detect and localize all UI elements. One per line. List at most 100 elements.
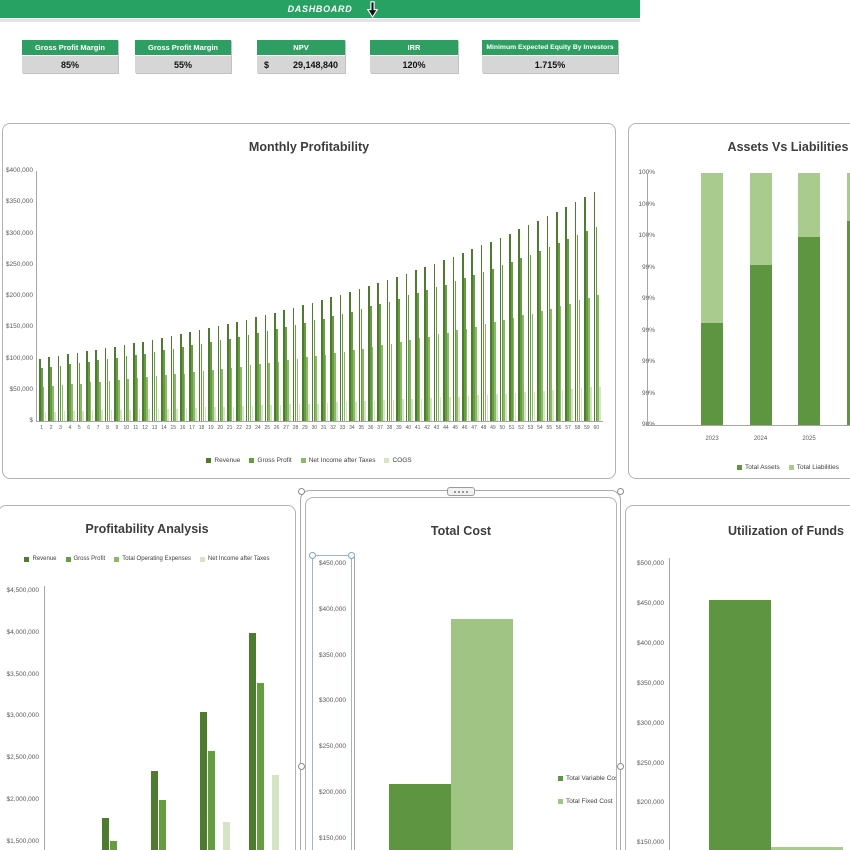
legend-swatch <box>199 556 205 562</box>
legend-label: Net Income after Taxes <box>308 457 376 464</box>
selection-grip[interactable] <box>447 487 475 496</box>
bar-gross-profit <box>388 301 391 421</box>
y-axis-tick-label: 99% <box>641 389 655 397</box>
bar-net-income-after-taxes <box>400 341 402 421</box>
y-axis-tick-label: 99% <box>641 326 655 334</box>
bar-cogs <box>148 409 150 421</box>
bar-net-income-after-taxes <box>541 311 543 421</box>
legend-swatch <box>206 458 212 463</box>
bar-net-income-after-taxes <box>306 357 308 421</box>
selection-handle[interactable] <box>617 763 624 770</box>
chart-title: Utilization of Funds <box>728 524 844 538</box>
y-axis-tick-label: $400,000 <box>636 639 664 647</box>
bar-revenue <box>546 216 549 421</box>
bar-net-income-after-taxes <box>212 369 214 421</box>
legend-item: Net Income after Taxes <box>300 457 376 464</box>
y-axis-tick-label: $250,000 <box>636 759 664 767</box>
x-axis-tick-label: 2026 <box>843 436 850 442</box>
chart-title: Assets Vs Liabilities <box>727 140 849 154</box>
bar-cogs <box>119 409 122 421</box>
chart-legend: Revenue Gross Profit Net Income after Taxe… <box>3 457 615 464</box>
bar-net-income-after-taxes <box>588 297 590 421</box>
selected-value-axis-box[interactable] <box>312 555 352 850</box>
selected-chart-frame[interactable]: Total Cost $450,000 $400,000 $350,000 $300,… <box>298 487 624 850</box>
bar-cogs <box>589 387 592 421</box>
bar-cogs <box>458 396 460 421</box>
x-axis-tick-label: 58 <box>574 425 581 431</box>
y-axis-tick-label: 98% <box>629 421 655 429</box>
bar-net-income-after-taxes <box>165 375 167 421</box>
x-axis-tick-label: 40 <box>405 425 412 431</box>
chart-title: Profitability Analysis <box>85 522 209 536</box>
bar-cogs <box>420 398 423 421</box>
kpi-card-value[interactable]: 85% <box>22 56 118 73</box>
bar-net-income-after-taxes <box>193 372 195 421</box>
kpi-card-value[interactable]: 1.715% <box>482 56 618 73</box>
axis-selection-handle[interactable] <box>348 552 355 559</box>
bar-gross-profit <box>207 750 215 850</box>
legend-swatch <box>300 458 306 463</box>
bar-revenue <box>95 349 98 421</box>
bar-net-income-after-taxes <box>268 362 271 421</box>
bar-total-assets <box>701 322 723 425</box>
bar-gross-profit <box>238 336 240 421</box>
legend-label: Net Income after Taxes <box>207 556 270 562</box>
bar-gross-profit <box>520 257 522 421</box>
bar-gross-profit <box>294 324 297 421</box>
bar-revenue <box>180 334 182 421</box>
bar-revenue <box>349 292 351 421</box>
y-axis-tick-label: $2,000,000 <box>6 796 39 803</box>
assets-vs-liabilities-chart-panel[interactable]: Assets Vs Liabilities 100% 100% 100% 99% 99%… <box>628 123 850 479</box>
bar-net-income-after-taxes <box>296 358 299 421</box>
bar-gross-profit <box>586 231 588 421</box>
kpi-card-npv[interactable]: NPV $29,148,840 <box>257 40 345 73</box>
kpi-card-minimum-expected-equity-by-investors[interactable]: Minimum Expected Equity By Investors 1.71… <box>482 40 618 73</box>
bar-gross-profit <box>445 284 447 421</box>
legend-label: Total Variable Cost <box>566 775 617 782</box>
bar-net-income-after-taxes <box>230 367 233 421</box>
kpi-card-irr[interactable]: IRR 120% <box>370 40 458 73</box>
bar-cogs <box>542 391 545 421</box>
kpi-card-value[interactable]: 55% <box>135 56 231 73</box>
bar-revenue <box>217 326 220 421</box>
bar-net-income-after-taxes <box>559 306 562 421</box>
bar-revenue <box>415 270 417 421</box>
bar-revenue <box>189 332 192 421</box>
bar-cogs <box>54 411 56 421</box>
bar-revenue <box>339 294 342 421</box>
chart-legend: Total Assets Total Liabilities <box>629 464 850 471</box>
selection-handle[interactable] <box>298 763 305 770</box>
axis-selection-handle[interactable] <box>309 552 316 559</box>
bar-gross-profit <box>200 344 203 421</box>
bar-revenue <box>302 305 304 421</box>
kpi-card-gross-profit-margin[interactable]: Gross Profit Margin 85% <box>22 40 118 73</box>
total-cost-chart-panel[interactable]: Total Cost $450,000 $400,000 $350,000 $300,… <box>305 497 617 850</box>
bar-revenue <box>67 354 69 421</box>
bar-revenue <box>471 249 474 421</box>
x-axis-tick-label: 19 <box>208 425 214 431</box>
bar-gross-profit <box>510 261 513 421</box>
bar-cogs <box>524 392 526 421</box>
legend-label: Gross Profit <box>257 457 292 464</box>
x-axis-tick-label: 47 <box>471 425 477 431</box>
utilization-of-funds-chart-panel[interactable]: Utilization of Funds $500,000 $450,000 $40… <box>625 505 850 850</box>
kpi-card-value[interactable]: $29,148,840 <box>257 56 345 73</box>
kpi-card-gross-profit-margin[interactable]: Gross Profit Margin 55% <box>135 40 231 73</box>
kpi-card-value[interactable]: 120% <box>370 56 458 73</box>
kpi-card-label: Gross Profit Margin <box>22 40 118 56</box>
selection-handle[interactable] <box>298 488 305 495</box>
y-axis-tick-label: 100% <box>629 169 655 177</box>
profitability-analysis-chart-panel[interactable]: Profitability Analysis $4,500,000 $4,000,… <box>0 505 296 850</box>
legend-swatch <box>114 556 120 562</box>
banner-title: DASHBOARD <box>287 4 353 14</box>
bar-cogs <box>289 404 291 421</box>
x-axis-tick-label: 38 <box>386 425 393 431</box>
bar-net-income-after-taxes <box>52 386 54 421</box>
x-axis-tick-label: 48 <box>480 425 487 431</box>
bar-net-income-after-taxes <box>409 339 412 421</box>
monthly-profitability-chart-panel[interactable]: Monthly Profitability $400,000 $350,000 $3… <box>2 123 616 479</box>
legend-label: Revenue <box>32 556 57 562</box>
y-axis-tick-label: 100% <box>629 201 655 209</box>
x-axis-tick-label: 25 <box>264 425 271 431</box>
selection-handle[interactable] <box>617 488 624 495</box>
